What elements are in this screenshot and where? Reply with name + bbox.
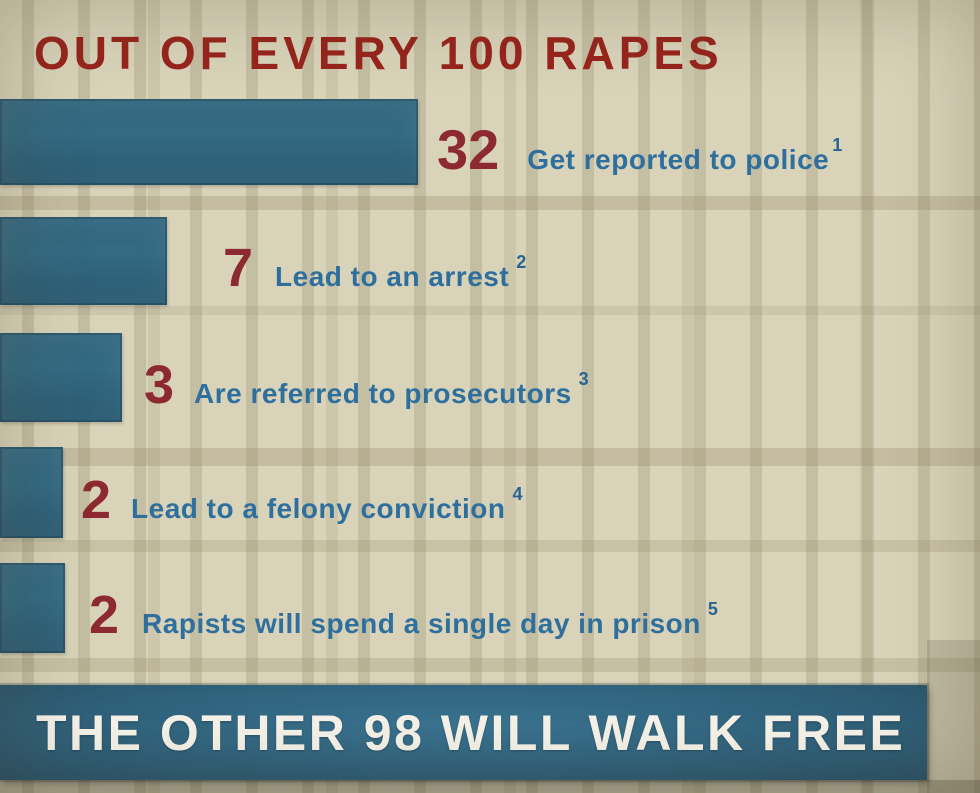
bar-reported (0, 99, 418, 185)
value-prosecutors: 3 (144, 354, 175, 415)
label-reported: Get reported to police (527, 143, 830, 175)
value-conviction: 2 (81, 469, 112, 530)
row-text: 32 Get reported to police 1 (418, 117, 842, 182)
bar-prosecutors (0, 333, 122, 422)
label-prosecutors: Are referred to prosecutors (194, 377, 572, 409)
footer-text: THE OTHER 98 WILL WALK FREE (36, 704, 906, 761)
footnote-marker: 5 (707, 599, 718, 619)
row-text: 3 Are referred to prosecutors 3 (122, 354, 589, 416)
horizontal-band (0, 658, 980, 672)
row-text: 7 Lead to an arrest 2 (167, 237, 526, 299)
horizontal-band (0, 306, 980, 315)
value-reported: 32 (437, 117, 500, 181)
horizontal-band (0, 780, 980, 793)
footnote-marker: 2 (516, 252, 527, 272)
bar-arrest (0, 217, 167, 305)
corner-shade (927, 640, 980, 793)
footnote-marker: 3 (578, 368, 589, 389)
chart-row: 2 Lead to a felony conviction 4 (0, 447, 523, 538)
page-title: OUT OF EVERY 100 RAPES (34, 27, 723, 79)
chart-row: 3 Are referred to prosecutors 3 (0, 333, 589, 422)
chart-row: 7 Lead to an arrest 2 (0, 217, 526, 305)
bar-prison (0, 563, 65, 653)
horizontal-band (0, 540, 980, 552)
horizontal-band (0, 196, 980, 210)
label-prison: Rapists will spend a single day in priso… (142, 608, 701, 639)
footer-banner: THE OTHER 98 WILL WALK FREE (0, 685, 927, 780)
row-text: 2 Lead to a felony conviction 4 (63, 469, 523, 531)
row-text: 2 Rapists will spend a single day in pri… (65, 584, 718, 646)
footnote-marker: 1 (832, 134, 843, 155)
chart-row: 2 Rapists will spend a single day in pri… (0, 563, 718, 653)
footnote-marker: 4 (512, 483, 523, 504)
label-conviction: Lead to a felony conviction (131, 492, 506, 524)
value-prison: 2 (89, 585, 120, 645)
value-arrest: 7 (223, 238, 254, 298)
chart-row: 32 Get reported to police 1 (0, 99, 842, 185)
bar-conviction (0, 447, 63, 538)
label-arrest: Lead to an arrest (275, 261, 510, 292)
